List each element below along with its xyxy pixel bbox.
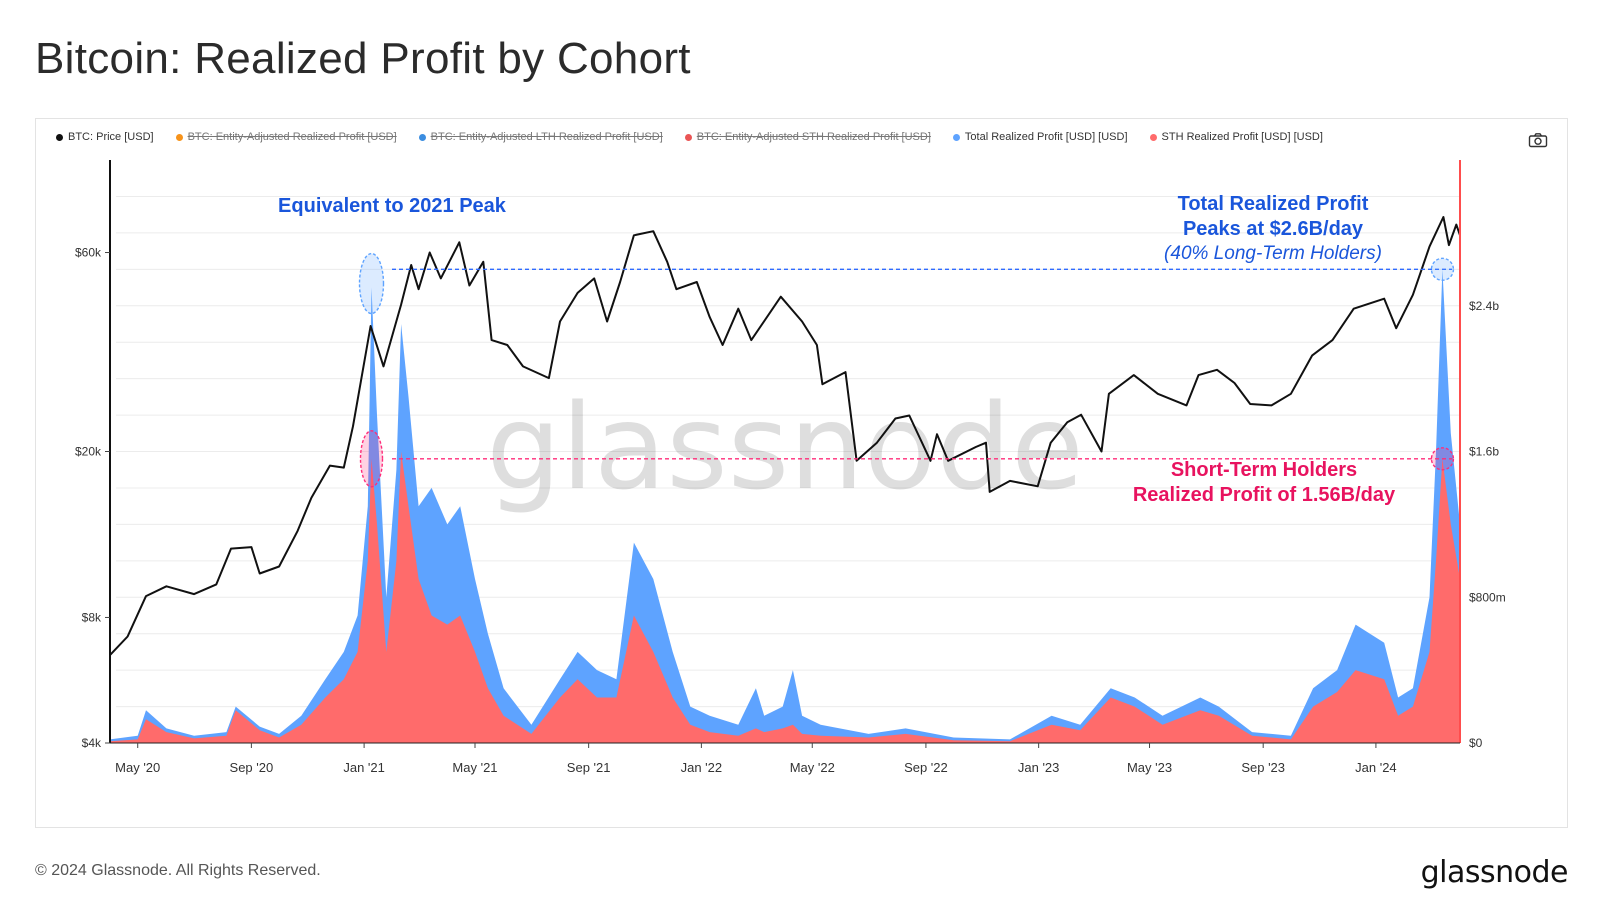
area-series-1	[110, 451, 1460, 743]
legend-swatch	[684, 133, 692, 141]
y-left-tick-label: $8k	[82, 610, 102, 624]
price-series	[109, 216, 1461, 656]
footer-copyright: © 2024 Glassnode. All Rights Reserved.	[35, 862, 321, 879]
y-left-tick-label: $4k	[82, 736, 102, 750]
legend-item-1[interactable]: BTC: Entity-Adjusted Realized Profit [US…	[175, 131, 397, 143]
camera-icon[interactable]	[1528, 132, 1548, 148]
reference-lines	[358, 252, 1455, 488]
chart-frame	[35, 118, 1568, 828]
y-right-tick-label: $1.6b	[1469, 445, 1499, 459]
x-tick-label: Sep '20	[230, 760, 274, 775]
y-right-tick-label: $0	[1469, 736, 1483, 750]
legend-item-5[interactable]: STH Realized Profit [USD] [USD]	[1149, 131, 1323, 143]
legend-swatch	[952, 133, 960, 141]
legend-item-4[interactable]: Total Realized Profit [USD] [USD]	[952, 131, 1128, 143]
annotation-total-line3: (40% Long-Term Holders)	[1164, 243, 1382, 264]
x-tick-label: May '21	[452, 760, 497, 775]
chart-legend: BTC: Price [USD] BTC: Entity-Adjusted Rea…	[56, 128, 1345, 146]
x-tick-label: May '22	[790, 760, 835, 775]
y-left-tick-label: $20k	[75, 445, 102, 459]
area-series	[110, 269, 1460, 743]
highlight-marker-0	[358, 252, 385, 315]
x-tick-label: Jan '21	[343, 760, 385, 775]
watermark: glassnode	[486, 378, 1083, 516]
y-right-tick-label: $800m	[1469, 590, 1506, 604]
legend-label: BTC: Entity-Adjusted Realized Profit [US…	[187, 131, 397, 143]
annotation-total-line1: Total Realized Profit	[1178, 193, 1369, 215]
annotation-2021-peak: Equivalent to 2021 Peak	[278, 195, 507, 217]
y-left-tick-label: $60k	[75, 246, 102, 260]
x-tick-label: May '20	[115, 760, 160, 775]
footer-logo[interactable]: glassnode	[1420, 855, 1569, 890]
legend-item-3[interactable]: BTC: Entity-Adjusted STH Realized Profit…	[684, 131, 931, 143]
x-tick-label: Sep '23	[1241, 760, 1285, 775]
legend-label: BTC: Price [USD]	[68, 131, 154, 143]
x-tick-label: Jan '24	[1355, 760, 1397, 775]
highlight-marker-3	[1430, 447, 1455, 471]
legend-swatch	[1149, 133, 1157, 141]
legend-label: Total Realized Profit [USD] [USD]	[964, 131, 1128, 143]
legend-label: BTC: Entity-Adjusted STH Realized Profit…	[696, 131, 931, 143]
legend-label: BTC: Entity-Adjusted LTH Realized Profit…	[430, 131, 663, 143]
x-tick-label: Sep '22	[904, 760, 948, 775]
x-tick-label: May '23	[1127, 760, 1172, 775]
annotation-total-line2: Peaks at $2.6B/day	[1183, 218, 1364, 240]
highlight-marker-1	[359, 430, 384, 488]
price-line	[109, 216, 1461, 656]
legend-item-0[interactable]: BTC: Price [USD]	[56, 131, 154, 143]
axes: $4k $8k $20k $60k $0 $800m $1.6b $2.4b May '20 Se…	[75, 160, 1506, 775]
x-tick-label: Jan '23	[1018, 760, 1060, 775]
highlight-marker-2	[1430, 257, 1455, 282]
x-tick-label: Sep '21	[567, 760, 611, 775]
x-tick-label: Jan '22	[681, 760, 723, 775]
annotation-sth-line1: Short-Term Holders	[1171, 459, 1357, 481]
legend-swatch	[175, 133, 183, 141]
legend-swatch	[56, 133, 63, 141]
annotation-sth-line2: Realized Profit of 1.56B/day	[1133, 484, 1396, 506]
legend-swatch	[418, 133, 426, 141]
legend-item-2[interactable]: BTC: Entity-Adjusted LTH Realized Profit…	[418, 131, 663, 143]
page-title: Bitcoin: Realized Profit by Cohort	[35, 34, 691, 83]
legend-label: STH Realized Profit [USD] [USD]	[1161, 131, 1323, 143]
y-right-tick-label: $2.4b	[1469, 299, 1499, 313]
